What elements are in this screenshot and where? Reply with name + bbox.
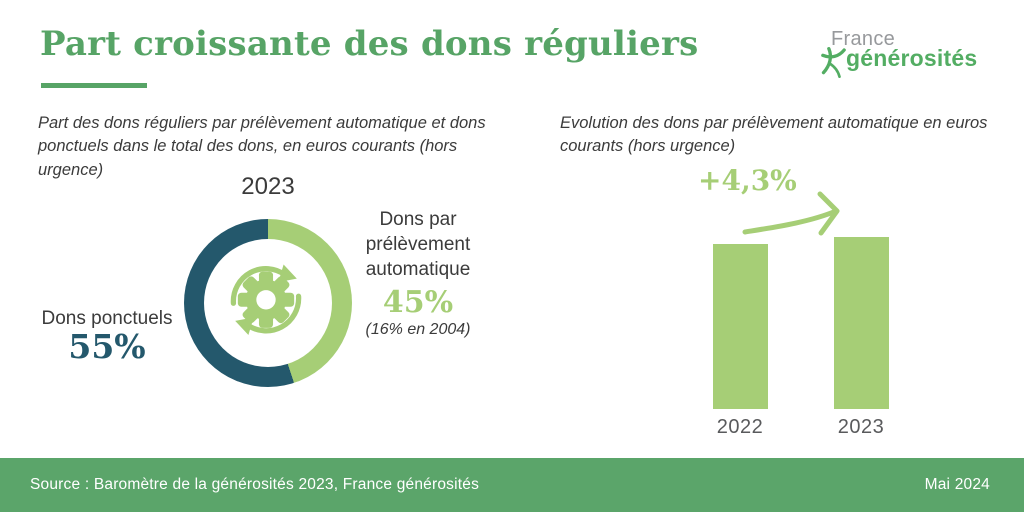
- bar-label-2022: 2022: [716, 416, 764, 438]
- title-underline: [41, 83, 147, 88]
- bar-label-2023: 2023: [837, 416, 885, 438]
- prelevement-value: 45%: [382, 285, 454, 321]
- gear-sync-icon: [230, 264, 302, 335]
- source-text: Source : Baromètre de la générosités 202…: [30, 476, 480, 493]
- growth-arrow-icon: [742, 191, 840, 236]
- leaping-figure-icon: [821, 47, 846, 78]
- prelevement-note: (16% en 2004): [365, 320, 471, 338]
- ponctuels-label: Dons ponctuels: [41, 308, 173, 329]
- prelevement-label: Dons par prélèvement automatique: [365, 209, 471, 281]
- bar-chart-subtitle: Evolution des dons par prélèvement autom…: [560, 114, 988, 156]
- france-generosites-logo: France générosités: [820, 28, 1000, 90]
- logo-text-generosites: générosités: [846, 45, 978, 71]
- bar-2022: [713, 244, 768, 409]
- donut-chart-subtitle: Part des dons réguliers par prélèvement …: [38, 114, 486, 179]
- growth-annotation: +4,3%: [698, 164, 797, 197]
- ponctuels-value: 55%: [68, 327, 146, 366]
- donut-year-label: 2023: [241, 173, 295, 200]
- footer-bar: Source : Baromètre de la générosités 202…: [0, 458, 1024, 512]
- date-text: Mai 2024: [924, 476, 990, 493]
- bar-2023: [834, 237, 889, 409]
- donut-segment-prelevement-label: Dons par prélèvement automatique 45% (16…: [352, 207, 484, 339]
- donut-segment-ponctuels-label: Dons ponctuels 55%: [22, 308, 192, 365]
- page-title: Part croissante des dons réguliers: [40, 24, 699, 64]
- logo-text-france: France: [831, 28, 896, 50]
